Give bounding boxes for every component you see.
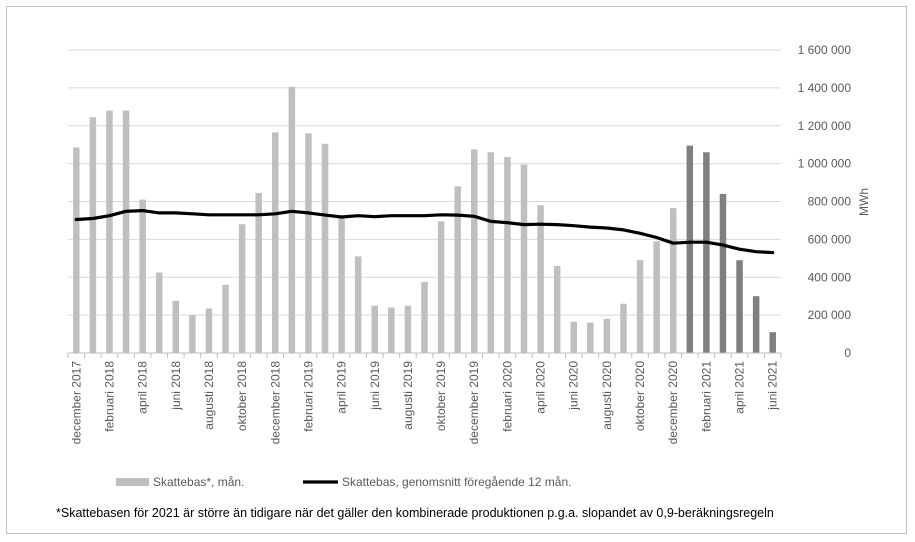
x-tick-label: juni 2019 xyxy=(368,361,382,411)
bar xyxy=(769,332,776,353)
bar xyxy=(437,221,445,353)
bar xyxy=(620,303,627,353)
x-tick-label: april 2021 xyxy=(733,361,747,414)
bar xyxy=(388,307,395,353)
y-tick-label: 600 000 xyxy=(808,232,852,246)
x-tick-label: augusti 2018 xyxy=(202,361,216,430)
bar xyxy=(537,205,544,353)
bar xyxy=(321,143,329,353)
bar xyxy=(106,110,113,353)
x-tick-label: februari 2019 xyxy=(301,361,315,432)
bar xyxy=(653,241,660,353)
x-tick-label: juni 2020 xyxy=(567,361,581,411)
x-tick-label: december 2017 xyxy=(69,361,83,445)
x-tick-label: juni 2021 xyxy=(766,361,780,411)
legend-line-label: Skattebas, genomsnitt föregående 12 mån. xyxy=(342,475,571,489)
x-tick-label: augusti 2019 xyxy=(401,361,415,430)
gridlines xyxy=(68,49,781,316)
y-tick-label: 200 000 xyxy=(808,308,852,322)
bar xyxy=(669,208,677,353)
bar xyxy=(421,281,428,353)
bar xyxy=(487,152,495,353)
x-tick-label: december 2020 xyxy=(666,361,680,445)
bar xyxy=(288,86,296,353)
bar xyxy=(553,265,561,353)
y-tick-label: 1 600 000 xyxy=(798,43,852,57)
legend-bar-swatch xyxy=(116,478,149,486)
x-tick-label: oktober 2019 xyxy=(434,361,448,431)
bar xyxy=(736,260,743,353)
x-tick-label: oktober 2020 xyxy=(633,361,647,431)
average-line xyxy=(74,209,775,255)
bar xyxy=(454,186,461,353)
bar xyxy=(139,199,146,353)
x-tick-label: oktober 2018 xyxy=(235,361,249,431)
bar xyxy=(354,256,362,353)
bar xyxy=(89,117,97,354)
bar xyxy=(603,318,611,353)
x-tick-label: april 2019 xyxy=(335,361,349,414)
bar xyxy=(338,217,345,353)
axes xyxy=(67,352,782,358)
x-tick-label: augusti 2020 xyxy=(600,361,614,430)
x-tick-label: februari 2020 xyxy=(500,361,514,432)
bar xyxy=(205,308,213,353)
bar xyxy=(570,321,577,353)
bar xyxy=(222,284,229,353)
bar xyxy=(686,145,694,353)
x-tick-label: juni 2018 xyxy=(169,361,183,411)
bar xyxy=(470,149,478,353)
bar xyxy=(587,322,594,353)
footnote: *Skattebasen för 2021 är större än tidig… xyxy=(56,506,774,520)
bar xyxy=(73,147,80,353)
bar xyxy=(122,110,130,353)
bar xyxy=(172,300,180,353)
y-axis-label: MWh xyxy=(857,188,871,216)
x-tick-label: december 2019 xyxy=(467,361,481,445)
bar xyxy=(371,305,379,353)
y-tick-label: 0 xyxy=(844,346,851,360)
y-tick-label: 400 000 xyxy=(808,270,852,284)
bar xyxy=(752,296,760,353)
bar xyxy=(404,305,412,353)
bar xyxy=(504,156,511,353)
y-tick-label: 1 400 000 xyxy=(798,81,852,95)
x-tick-label: februari 2021 xyxy=(699,361,713,432)
bar xyxy=(272,132,279,353)
y-tick-label: 1 200 000 xyxy=(798,119,852,133)
x-tick-label: december 2018 xyxy=(268,361,282,445)
bar xyxy=(155,272,163,353)
y-axis-tick-labels: 0 200 000 400 000 600 000 800 000 1 000 000 1 … xyxy=(798,43,852,360)
bar-series xyxy=(73,86,776,354)
y-tick-label: 800 000 xyxy=(808,195,852,209)
bar xyxy=(719,193,727,353)
bar xyxy=(255,192,262,353)
legend-bar-label: Skattebas*, mån. xyxy=(153,475,244,489)
bar xyxy=(520,164,528,353)
x-tick-label: april 2020 xyxy=(534,361,548,414)
legend: Skattebas*, mån. Skattebas, genomsnitt fö… xyxy=(116,475,571,489)
bar xyxy=(703,152,710,353)
y-tick-label: 1 000 000 xyxy=(798,157,852,171)
x-axis-tick-labels: december 2017 februari 2018 april 2018 juni… xyxy=(69,361,779,445)
bar xyxy=(636,260,644,353)
line-series xyxy=(74,209,775,255)
x-tick-label: februari 2018 xyxy=(103,361,117,432)
bar xyxy=(238,224,246,353)
bar xyxy=(305,133,312,353)
x-tick-label: april 2018 xyxy=(136,361,150,414)
bar xyxy=(189,315,196,353)
